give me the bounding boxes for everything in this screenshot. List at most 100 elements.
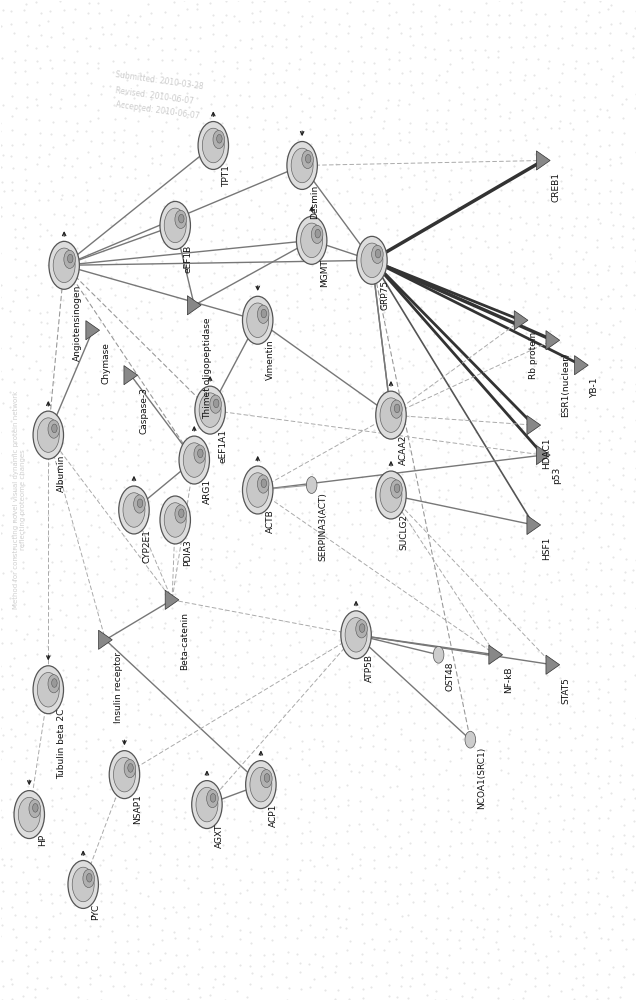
Text: p53: p53 <box>551 467 561 484</box>
Text: PYC: PYC <box>92 904 100 920</box>
Circle shape <box>261 309 266 318</box>
Circle shape <box>207 789 218 808</box>
Text: HSF1: HSF1 <box>542 537 551 560</box>
Circle shape <box>164 208 186 243</box>
Text: Tubulin beta 2C: Tubulin beta 2C <box>57 709 66 779</box>
Text: NF-kB: NF-kB <box>504 667 513 693</box>
Text: HDAC1: HDAC1 <box>542 437 551 469</box>
Circle shape <box>376 391 406 439</box>
Circle shape <box>29 799 41 818</box>
Circle shape <box>53 248 75 283</box>
Circle shape <box>291 148 313 183</box>
Polygon shape <box>527 416 541 435</box>
Circle shape <box>258 475 269 493</box>
Text: ATP5B: ATP5B <box>364 654 373 682</box>
Circle shape <box>247 473 268 507</box>
Circle shape <box>391 480 402 498</box>
Circle shape <box>52 679 57 687</box>
Circle shape <box>341 611 371 659</box>
Text: ACP1: ACP1 <box>269 804 279 827</box>
Circle shape <box>307 477 317 493</box>
Circle shape <box>191 781 222 829</box>
Text: HP: HP <box>38 834 46 846</box>
Text: SUCLG2: SUCLG2 <box>399 514 408 550</box>
Circle shape <box>64 250 76 268</box>
Circle shape <box>242 466 273 514</box>
Circle shape <box>356 620 368 638</box>
Circle shape <box>375 249 381 258</box>
Circle shape <box>38 418 59 452</box>
Circle shape <box>264 774 270 782</box>
Circle shape <box>175 210 186 228</box>
Circle shape <box>211 794 216 802</box>
Circle shape <box>109 751 140 799</box>
Text: Method for constructing novel visual dynamic protein network
reflecting proteome: Method for constructing novel visual dyn… <box>13 391 26 609</box>
Polygon shape <box>527 515 541 535</box>
Circle shape <box>179 214 184 223</box>
Text: Thimet oligopeptidase: Thimet oligopeptidase <box>203 317 212 419</box>
Circle shape <box>261 770 272 788</box>
Circle shape <box>86 873 92 882</box>
Text: Accepted: 2010-06-07: Accepted: 2010-06-07 <box>115 100 200 121</box>
Text: ACAA2: ACAA2 <box>399 434 408 465</box>
Circle shape <box>287 141 317 189</box>
Text: eEF1A1: eEF1A1 <box>219 429 228 463</box>
Circle shape <box>113 757 135 792</box>
Circle shape <box>245 761 276 809</box>
Circle shape <box>119 486 149 534</box>
Polygon shape <box>489 645 502 664</box>
Text: AGXT: AGXT <box>216 824 225 848</box>
Circle shape <box>247 303 268 338</box>
Circle shape <box>175 505 186 523</box>
Text: eEF1B: eEF1B <box>184 245 193 273</box>
Text: Vimentin: Vimentin <box>266 339 275 380</box>
Text: Revised: 2010-06-07: Revised: 2010-06-07 <box>115 86 195 106</box>
Circle shape <box>361 243 383 278</box>
Circle shape <box>258 305 269 323</box>
Circle shape <box>250 767 272 802</box>
Circle shape <box>134 495 145 513</box>
Text: OST48: OST48 <box>445 662 455 691</box>
Polygon shape <box>546 331 560 350</box>
Circle shape <box>345 618 367 652</box>
Polygon shape <box>188 296 201 315</box>
Circle shape <box>371 245 384 263</box>
Circle shape <box>210 395 221 413</box>
Text: YB-1: YB-1 <box>590 377 598 398</box>
Circle shape <box>48 675 60 693</box>
Text: GRP75: GRP75 <box>380 280 389 310</box>
Polygon shape <box>86 321 100 340</box>
Circle shape <box>48 420 60 438</box>
Circle shape <box>83 869 95 888</box>
Circle shape <box>73 867 94 902</box>
Text: Caspase-3: Caspase-3 <box>139 387 148 434</box>
Text: NCOA1(SRC1): NCOA1(SRC1) <box>477 747 486 809</box>
Circle shape <box>465 731 476 748</box>
Text: MGMT: MGMT <box>320 260 329 287</box>
Text: PDIA3: PDIA3 <box>184 539 193 566</box>
Circle shape <box>301 223 322 258</box>
Polygon shape <box>574 356 588 375</box>
Circle shape <box>160 496 190 544</box>
Circle shape <box>160 201 190 249</box>
Circle shape <box>261 479 266 488</box>
Circle shape <box>433 646 444 663</box>
Circle shape <box>376 471 406 519</box>
Text: Insulin receptor: Insulin receptor <box>114 652 123 723</box>
Circle shape <box>183 443 205 477</box>
Polygon shape <box>124 366 137 385</box>
Polygon shape <box>165 590 179 609</box>
Circle shape <box>68 860 99 908</box>
Circle shape <box>380 478 402 512</box>
Text: ACTB: ACTB <box>266 509 275 533</box>
Circle shape <box>305 154 311 163</box>
Circle shape <box>315 229 321 238</box>
Polygon shape <box>536 151 550 170</box>
Text: Submitted: 2010-03-28: Submitted: 2010-03-28 <box>115 70 204 91</box>
Text: SERPINA3(ACT): SERPINA3(ACT) <box>319 492 328 561</box>
Circle shape <box>198 122 228 169</box>
Circle shape <box>391 400 402 418</box>
Text: Angiotensinogen: Angiotensinogen <box>73 284 81 361</box>
Circle shape <box>198 449 203 458</box>
Circle shape <box>194 445 205 463</box>
